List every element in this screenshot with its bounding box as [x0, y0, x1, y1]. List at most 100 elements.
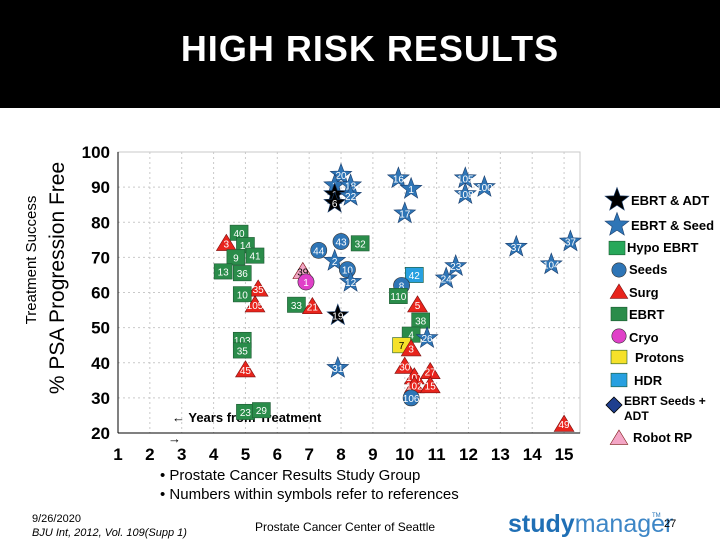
- slide-title: HIGH RISK RESULTS: [180, 28, 560, 69]
- bullet-list: • Prostate Cancer Results Study Group • …: [160, 466, 459, 504]
- data-point-label: 23: [450, 262, 462, 273]
- data-point: [326, 355, 350, 378]
- data-point-label: 49: [559, 420, 571, 431]
- legend-label: EBRT: [629, 307, 664, 322]
- data-point-label: 3: [408, 345, 414, 356]
- legend-label: Hypo EBRT: [627, 240, 699, 255]
- data-point: [393, 201, 417, 224]
- data-point-label: 1: [303, 278, 309, 289]
- data-point-label: 41: [249, 252, 261, 263]
- data-point: [434, 266, 458, 289]
- data-point-label: 103: [234, 336, 251, 347]
- x-tick-label: 10: [395, 445, 414, 464]
- x-tick-label: 9: [368, 445, 377, 464]
- data-point-label: 35: [253, 285, 265, 296]
- data-point: [504, 234, 528, 257]
- y-axis-title: % PSA Progression Free: [46, 162, 69, 394]
- data-point-label: 17: [399, 209, 411, 220]
- legend-label: ADT: [624, 409, 649, 423]
- data-point: [226, 249, 246, 266]
- legend-marker: [610, 372, 628, 388]
- data-point-label: 9: [233, 253, 239, 264]
- data-point-label: 20: [335, 171, 347, 182]
- data-point: [407, 295, 428, 313]
- data-point: [411, 312, 430, 329]
- data-point-label: 100: [476, 183, 493, 194]
- data-point-label: 35: [237, 346, 249, 357]
- legend-marker: [611, 262, 627, 278]
- data-point-label: 10: [342, 266, 354, 277]
- data-point-label: 105: [247, 301, 264, 312]
- x-tick-label: 13: [491, 445, 510, 464]
- legend-label: Robot RP: [633, 430, 693, 445]
- data-point-label: 4: [408, 331, 414, 342]
- footer-organization: Prostate Cancer Center of Seattle: [255, 520, 436, 534]
- data-point-label: 29: [256, 406, 268, 417]
- study-manager-logo: studymanager: [508, 510, 673, 539]
- y-tick-label: 90: [91, 178, 110, 197]
- data-point-label: 31: [332, 364, 344, 375]
- data-point-label: 15: [425, 382, 437, 393]
- data-point-label: 36: [237, 269, 249, 280]
- data-point: [301, 296, 323, 315]
- x-tick-label: 5: [241, 445, 250, 464]
- legend-label: Cryo: [629, 330, 659, 345]
- legend-label: Protons: [635, 350, 684, 365]
- data-point-label: 5: [415, 301, 421, 312]
- data-point: [472, 175, 496, 197]
- data-point-label: 110: [390, 292, 406, 303]
- data-point: [323, 248, 347, 271]
- data-point: [339, 183, 363, 206]
- x-tick-label: 6: [273, 445, 282, 464]
- data-point-label: 32: [355, 239, 367, 250]
- data-point: [247, 279, 269, 297]
- x-tick-label: 1: [113, 445, 122, 464]
- data-point-label: 8: [399, 281, 405, 292]
- x-axis-arrow: →: [168, 431, 181, 446]
- logo-trademark: TM: [652, 513, 661, 519]
- page-number: 27: [664, 518, 677, 530]
- data-point-label: 2: [332, 257, 338, 268]
- data-point-label: 42: [409, 271, 421, 282]
- data-point-label: 38: [415, 317, 427, 328]
- y-tick-label: 30: [91, 389, 110, 408]
- data-point: [252, 402, 271, 419]
- x-tick-label: 11: [428, 445, 446, 464]
- title-bar: [0, 0, 720, 108]
- data-point: [394, 356, 416, 374]
- data-point: [323, 190, 347, 213]
- legend-label: EBRT & ADT: [631, 193, 709, 208]
- data-point-label: 19: [332, 311, 344, 322]
- data-point-label: 23: [240, 408, 252, 419]
- y-tick-label: 70: [91, 248, 110, 267]
- x-tick-label: 3: [177, 445, 186, 464]
- data-point-label: 108: [457, 190, 474, 201]
- data-point-label: 14: [240, 241, 252, 252]
- data-point: [245, 247, 265, 264]
- data-point: [553, 414, 575, 432]
- data-point-label: 104: [543, 260, 560, 271]
- legend-marker: [608, 240, 626, 256]
- legend-marker: [604, 211, 630, 236]
- legend-marker: [610, 306, 628, 322]
- data-point-label: 105: [457, 174, 474, 185]
- data-point-label: 45: [240, 366, 252, 377]
- footer-date-block: 9/26/2020 BJU Int, 2012, Vol. 109(Supp 1…: [32, 512, 187, 540]
- data-point: [332, 233, 350, 250]
- data-point: [399, 176, 423, 199]
- data-point-label: 33: [291, 301, 303, 312]
- data-point: [539, 252, 563, 275]
- legend-label: EBRT Seeds +: [624, 394, 706, 408]
- logo-part-study: study: [508, 510, 575, 538]
- data-point-label: 22: [345, 192, 357, 203]
- data-point-label: 7: [399, 341, 405, 352]
- data-point-label: 27: [425, 368, 437, 379]
- data-point: [453, 182, 477, 205]
- data-point: [350, 235, 370, 252]
- legend-label: Surg: [629, 285, 659, 300]
- data-point: [389, 288, 408, 304]
- data-point: [232, 286, 252, 303]
- data-point-label: 30: [399, 362, 411, 373]
- data-point-label: 26: [421, 334, 433, 345]
